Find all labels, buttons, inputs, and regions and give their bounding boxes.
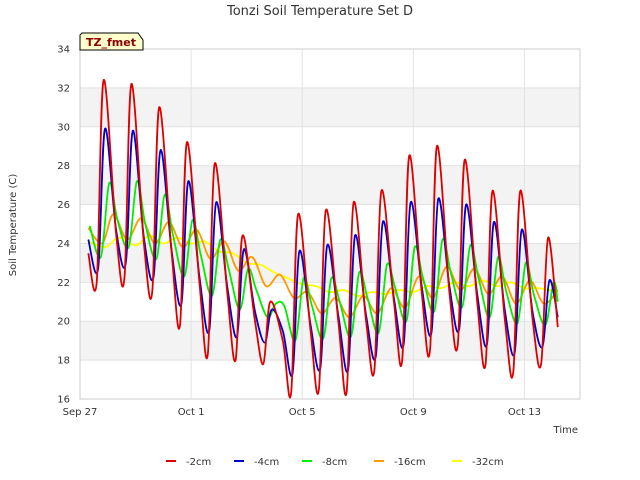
- legend-label: -2cm: [186, 457, 211, 468]
- x-tick-labels: Sep 27 Oct 1 Oct 5 Oct 9 Oct 13: [63, 407, 541, 418]
- x-tick-label: Sep 27: [63, 407, 98, 418]
- y-tick-label: 30: [57, 122, 70, 133]
- site-badge-label: TZ_fmet: [86, 36, 136, 49]
- site-badge: TZ_fmet: [79, 32, 144, 51]
- x-tick-label: Oct 13: [508, 407, 541, 418]
- plot-band: [80, 360, 580, 399]
- legend-label: -8cm: [322, 457, 347, 468]
- y-tick-label: 20: [57, 317, 70, 328]
- site-badge-box: [79, 32, 144, 51]
- x-axis-label: Time: [553, 425, 578, 436]
- legend-label: -16cm: [394, 457, 426, 468]
- plot-band: [80, 321, 580, 361]
- y-tick-label: 34: [57, 45, 70, 56]
- series-line-minus-4cm: [87, 127, 559, 377]
- legend-label: -32cm: [472, 457, 504, 468]
- y-tick-label: 18: [57, 356, 70, 367]
- y-axis-label: Soil Temperature (C): [8, 174, 19, 277]
- x-tick-label: Oct 5: [289, 407, 316, 418]
- chart-title: Tonzi Soil Temperature Set D: [226, 4, 413, 19]
- y-tick-label: 28: [57, 161, 70, 172]
- plot-frame: [79, 48, 581, 400]
- series-lines: [87, 79, 559, 399]
- legend-label: -4cm: [254, 457, 279, 468]
- y-tick-label: 26: [57, 200, 70, 211]
- legend: -2cm -4cm -8cm -16cm -32cm: [166, 457, 504, 468]
- x-tick-label: Oct 9: [400, 407, 427, 418]
- plot-band: [80, 126, 580, 166]
- plot-band: [80, 49, 580, 88]
- series-line-minus-2cm: [87, 79, 559, 399]
- y-tick-label: 24: [57, 239, 70, 250]
- x-tick-label: Oct 1: [178, 407, 205, 418]
- plot-band: [80, 87, 580, 127]
- y-tick-label: 16: [57, 395, 70, 406]
- y-tick-label: 32: [57, 83, 70, 94]
- y-tick-labels: 16 18 20 22 24 26 28 30 32 34: [57, 45, 70, 406]
- y-tick-label: 22: [57, 278, 70, 289]
